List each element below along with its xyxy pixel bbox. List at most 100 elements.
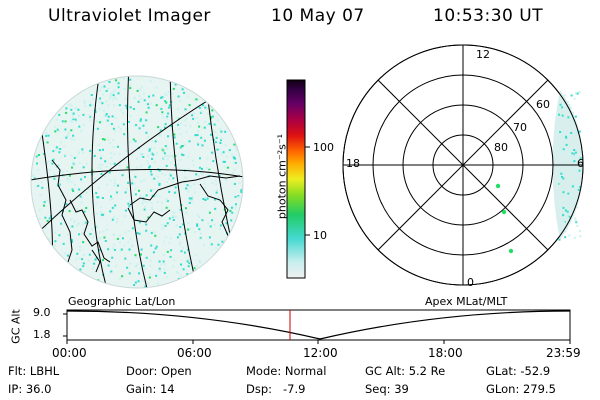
speckle-dot (99, 237, 102, 240)
speckle-dot (117, 82, 120, 85)
mlt-label-18: 18 (346, 157, 360, 170)
speckle-dot (233, 168, 236, 171)
coastlines (51, 159, 243, 273)
speckle-dot (558, 113, 561, 116)
speckle-dot (211, 182, 214, 185)
speckle-dot (64, 128, 67, 131)
speckle-dot (98, 249, 101, 252)
speckle-dot (177, 117, 180, 120)
speckle-dot (568, 234, 571, 237)
speckle-dot (576, 224, 579, 227)
speckle-dot (163, 268, 166, 271)
speckle-dot (89, 104, 92, 107)
speckle-dot (200, 110, 203, 113)
speckle-dot (53, 244, 56, 247)
speckle-dot (138, 95, 141, 97)
altitude-plot (63, 309, 571, 344)
speckle-dot (166, 180, 169, 183)
speckle-dot (561, 131, 564, 134)
speckle-dot (204, 106, 207, 109)
speckle-dot (182, 247, 185, 250)
speckle-dot (149, 264, 152, 267)
speckle-dot (175, 224, 178, 227)
speckle-dot (65, 136, 68, 139)
speckle-dot (136, 263, 139, 266)
polar-point (495, 183, 501, 189)
speckle-dot (215, 136, 218, 139)
speckle-dot (138, 232, 141, 235)
speckle-dot (87, 234, 90, 237)
mlat-label-60: 60 (536, 98, 550, 111)
speckle-dot (197, 143, 200, 146)
speckle-dot (131, 179, 134, 182)
speckle-dot (152, 94, 155, 97)
speckle-dot (578, 130, 581, 133)
speckle-dot (48, 238, 50, 241)
speckle-dot (35, 185, 38, 188)
speckle-dot (146, 160, 149, 163)
speckle-dot (231, 206, 233, 209)
speckle-dot (148, 165, 151, 168)
speckle-dot (98, 121, 101, 124)
speckle-dot (223, 165, 226, 168)
speckle-dot (147, 154, 150, 157)
speckle-dot (132, 108, 135, 110)
speckle-dot (214, 141, 217, 144)
speckle-dot (156, 152, 159, 155)
speckle-dot (150, 231, 153, 234)
speckle-dot (568, 107, 571, 110)
speckle-dot (81, 258, 84, 261)
speckle-dot (198, 228, 201, 231)
speckle-dot (562, 162, 565, 165)
speckle-dot (97, 196, 100, 199)
speckle-dot (172, 177, 175, 180)
speckle-dot (100, 157, 102, 160)
speckle-dot (70, 154, 73, 157)
speckle-dot (154, 234, 157, 237)
speckle-dot (559, 194, 562, 197)
speckle-dot (88, 114, 91, 117)
speckle-dot (219, 128, 222, 131)
speckle-dot (119, 153, 121, 156)
speckle-dot (136, 166, 139, 169)
speckle-dot (119, 128, 122, 131)
speckle-dot (129, 115, 132, 118)
speckle-dot (120, 248, 123, 251)
speckle-dot (218, 174, 221, 177)
speckle-dot (113, 104, 116, 107)
speckle-dot (107, 264, 110, 267)
speckle-dot (234, 157, 237, 160)
speckle-dot (231, 172, 234, 174)
speckle-dot (126, 266, 129, 269)
speckle-dot (114, 130, 117, 133)
speckle-dot (562, 127, 565, 130)
speckle-dot (571, 185, 574, 188)
speckle-dot (112, 233, 115, 236)
speckle-dot (142, 124, 145, 127)
speckle-dot (152, 188, 155, 191)
speckle-dot (158, 269, 161, 272)
speckle-dot (58, 234, 61, 237)
speckle-dot (72, 134, 75, 137)
speckle-dot (566, 100, 569, 103)
speckle-dot (148, 148, 151, 151)
speckle-dot (80, 201, 83, 204)
speckle-dot (164, 123, 167, 126)
speckle-dot (205, 166, 208, 169)
speckle-dot (158, 169, 161, 172)
speckle-dot (82, 113, 85, 116)
speckle-dot (78, 125, 81, 128)
speckle-dot (210, 243, 213, 246)
speckle-dot (180, 263, 182, 266)
speckle-dot (211, 115, 214, 118)
speckle-dot (83, 228, 86, 231)
speckle-dot (96, 196, 99, 199)
speckle-dot (192, 117, 195, 120)
mlt-label-12: 12 (476, 48, 490, 61)
speckle-dot (148, 95, 150, 98)
speckle-dot (166, 200, 169, 202)
speckle-dot (101, 197, 104, 199)
speckle-dot (145, 256, 148, 259)
speckle-dot (573, 192, 576, 195)
stat-gain: Gain: 14 (126, 382, 175, 396)
